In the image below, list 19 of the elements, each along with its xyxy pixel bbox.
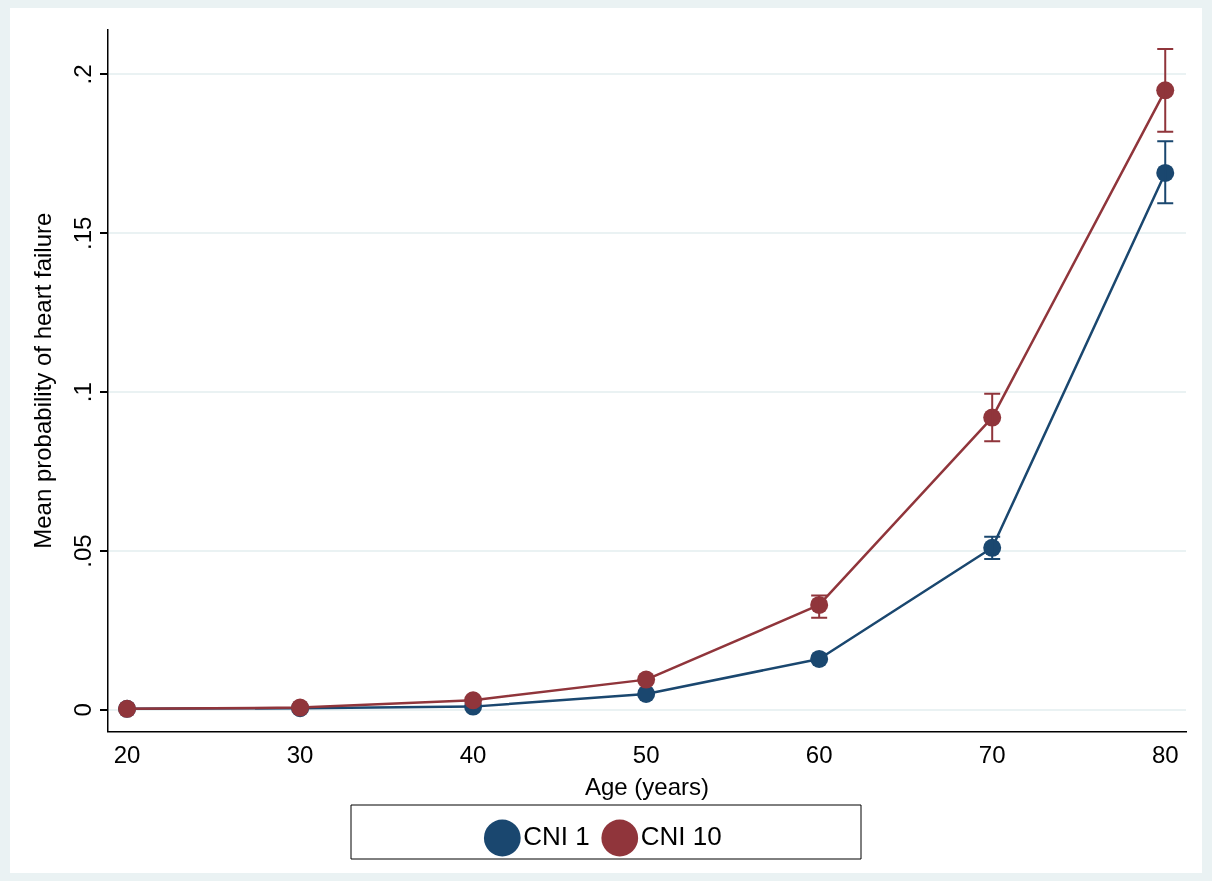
point bbox=[810, 649, 829, 668]
y-axis-title: Mean probability of heart failure bbox=[29, 212, 57, 549]
point bbox=[637, 670, 656, 689]
x-tick-label: 70 bbox=[978, 741, 1006, 769]
y-tick-label: .2 bbox=[68, 64, 96, 85]
x-tick-label: 50 bbox=[632, 741, 660, 769]
x-tick-label: 20 bbox=[113, 741, 141, 769]
legend-label: CNI 1 bbox=[523, 821, 590, 852]
point bbox=[464, 691, 483, 710]
legend-label: CNI 10 bbox=[640, 821, 722, 852]
y-tick-label: .05 bbox=[68, 534, 96, 568]
x-axis-title: Age (years) bbox=[584, 773, 710, 801]
x-tick-label: 40 bbox=[459, 741, 487, 769]
x-tick-label: 60 bbox=[805, 741, 833, 769]
y-tick-label: .1 bbox=[68, 382, 96, 403]
y-tick-label: .15 bbox=[68, 216, 96, 250]
y-tick-label: 0 bbox=[68, 703, 96, 717]
x-tick-label: 80 bbox=[1151, 741, 1179, 769]
x-tick-label: 30 bbox=[286, 741, 314, 769]
